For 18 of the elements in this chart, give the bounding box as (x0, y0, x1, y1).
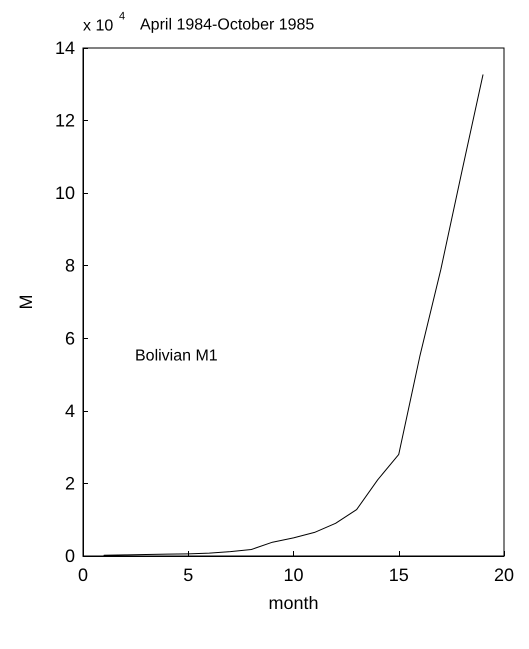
x-axis-title: month (268, 593, 319, 613)
y-tick-label: 8 (64, 256, 75, 276)
text: x 104 (83, 10, 126, 34)
y-tick-label: 12 (54, 110, 75, 131)
annotation: Bolivian M1 (135, 348, 218, 364)
x-tick-label: 15 (388, 565, 409, 585)
y-tick-label: 10 (54, 183, 75, 204)
chart-title: April 1984-October 1985 (140, 16, 314, 34)
y-axis-title: M (16, 294, 36, 310)
x-tick-label: 20 (494, 565, 514, 585)
x-tick-label: 10 (283, 565, 304, 585)
x-tick-label: 0 (78, 565, 88, 585)
y-tick-label: 0 (64, 546, 75, 566)
y-tick-label: 14 (54, 38, 75, 58)
y-tick-label: 4 (64, 400, 75, 421)
y-tick-label: 2 (64, 473, 75, 494)
x-tick-label: 5 (183, 565, 194, 585)
y-tick-label: 6 (64, 328, 75, 348)
